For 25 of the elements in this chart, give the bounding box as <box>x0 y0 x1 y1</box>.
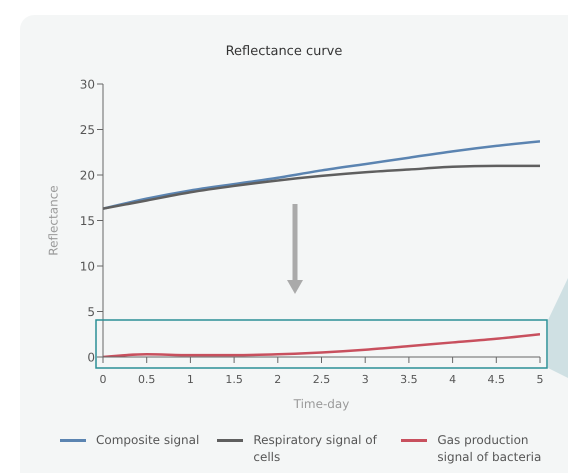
y-tick-label: 20 <box>80 168 95 182</box>
y-tick-label: 0 <box>87 350 95 364</box>
legend-label: Gas production signal of bacteria <box>437 432 542 466</box>
x-tick-label: 1 <box>186 372 194 386</box>
legend-label: Respiratory signal of cells <box>253 432 378 466</box>
legend-label: Composite signal <box>96 432 200 449</box>
x-tick-label: 1.5 <box>225 372 243 386</box>
x-tick-label: 0 <box>100 372 106 386</box>
x-tick-label: 5 <box>536 372 544 386</box>
x-tick-label: 0.5 <box>138 372 156 386</box>
x-tick-label: 4 <box>449 372 456 386</box>
y-tick-label: 5 <box>87 304 95 319</box>
x-tick-label: 4.5 <box>488 372 506 386</box>
x-axis-title: Time-day <box>292 397 350 411</box>
x-tick-label: 3 <box>362 372 369 386</box>
y-tick-label: 25 <box>80 122 95 137</box>
chart-title: Reflectance curve <box>224 44 344 59</box>
x-tick-label: 2 <box>274 372 282 386</box>
y-tick-label: 30 <box>80 77 95 92</box>
y-tick-label: 10 <box>80 259 95 274</box>
x-tick-label: 3.5 <box>400 372 418 386</box>
x-tick-label: 2.5 <box>312 372 330 386</box>
y-axis-title: Reflectance <box>46 185 60 256</box>
line-series <box>103 140 540 210</box>
y-tick-label: 15 <box>80 214 95 228</box>
